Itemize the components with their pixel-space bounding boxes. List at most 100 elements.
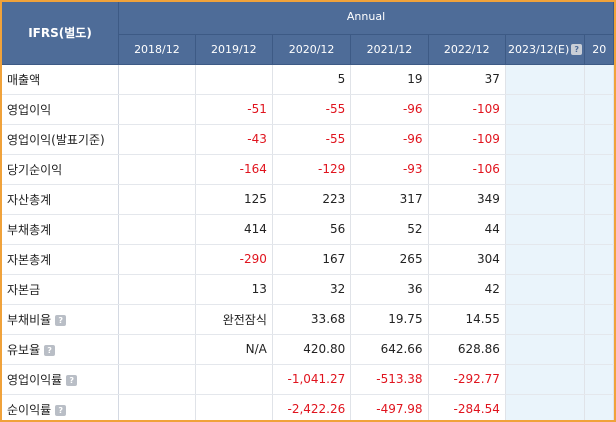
value-cell: 349 bbox=[428, 184, 506, 215]
row-label: 자산총계 bbox=[7, 192, 52, 207]
value-cell: 19 bbox=[350, 64, 429, 95]
value-cell bbox=[505, 64, 586, 95]
value-cell: 14.55 bbox=[428, 304, 506, 335]
value-cell: -284.54 bbox=[428, 394, 506, 420]
value-cell bbox=[118, 364, 196, 395]
year-label: 20 bbox=[592, 42, 607, 56]
help-icon[interactable]: ? bbox=[55, 314, 67, 326]
value-cell bbox=[118, 394, 196, 420]
value-cell: 37 bbox=[428, 64, 506, 95]
value-cell: -290 bbox=[195, 244, 273, 275]
table-row: 영업이익 -51 -55 -96 -109 bbox=[2, 94, 614, 125]
value-cell: -43 bbox=[195, 124, 273, 155]
row-label: 자본금 bbox=[7, 282, 41, 297]
value-cell bbox=[505, 274, 586, 305]
value-cell bbox=[584, 364, 614, 395]
table-row: 자산총계 125 223 317 349 bbox=[2, 184, 614, 215]
value-cell bbox=[584, 214, 614, 245]
help-icon[interactable]: ? bbox=[571, 44, 583, 55]
value-cell: -106 bbox=[428, 154, 506, 185]
table-row: 자본총계 -290 167 265 304 bbox=[2, 244, 614, 275]
row-label: 영업이익(발표기준) bbox=[7, 132, 105, 147]
value-cell bbox=[118, 304, 196, 335]
help-icon[interactable]: ? bbox=[44, 344, 56, 356]
value-cell: -1,041.27 bbox=[272, 364, 352, 395]
value-cell: -109 bbox=[428, 94, 506, 125]
value-cell bbox=[505, 124, 586, 155]
value-cell bbox=[118, 214, 196, 245]
year-header: 2018/12 bbox=[118, 34, 196, 65]
value-cell bbox=[505, 394, 586, 420]
row-label: 자본총계 bbox=[7, 252, 52, 267]
table-row: 유보율? N/A 420.80 642.66 628.86 bbox=[2, 334, 614, 365]
value-cell: 13 bbox=[195, 274, 273, 305]
value-cell: 304 bbox=[428, 244, 506, 275]
row-label-cell: 부채총계 bbox=[2, 214, 120, 245]
value-cell bbox=[584, 124, 614, 155]
year-label: 2020/12 bbox=[288, 42, 335, 56]
table-title: IFRS(별도) bbox=[2, 2, 120, 65]
row-label-cell: 영업이익(발표기준) bbox=[2, 124, 120, 155]
year-header: 2019/12 bbox=[195, 34, 273, 65]
value-cell bbox=[584, 64, 614, 95]
value-cell: -129 bbox=[272, 154, 352, 185]
year-label: 2022/12 bbox=[443, 42, 490, 56]
value-cell: 5 bbox=[272, 64, 352, 95]
table-row: 영업이익률? -1,041.27 -513.38 -292.77 bbox=[2, 364, 614, 395]
row-label-cell: 영업이익 bbox=[2, 94, 120, 125]
value-cell bbox=[505, 154, 586, 185]
value-cell bbox=[584, 304, 614, 335]
value-cell bbox=[195, 364, 273, 395]
row-label-cell: 순이익률? bbox=[2, 394, 120, 420]
value-cell bbox=[584, 274, 614, 305]
value-cell: -96 bbox=[350, 124, 429, 155]
year-label: 2021/12 bbox=[366, 42, 413, 56]
year-header: 2022/12 bbox=[428, 34, 506, 65]
year-label: 2018/12 bbox=[134, 42, 180, 56]
row-label: 영업이익률 bbox=[7, 372, 63, 387]
table-row: 영업이익(발표기준) -43 -55 -96 -109 bbox=[2, 124, 614, 155]
value-cell bbox=[505, 214, 586, 245]
value-cell bbox=[505, 94, 586, 125]
row-label-cell: 자본총계 bbox=[2, 244, 120, 275]
table-row: 순이익률? -2,422.26 -497.98 -284.54 bbox=[2, 394, 614, 420]
help-icon[interactable]: ? bbox=[66, 374, 78, 386]
value-cell: -55 bbox=[272, 124, 352, 155]
value-cell: 628.86 bbox=[428, 334, 506, 365]
value-cell: -96 bbox=[350, 94, 429, 125]
value-cell: 19.75 bbox=[350, 304, 429, 335]
row-label: 부채총계 bbox=[7, 222, 52, 237]
value-cell bbox=[505, 304, 586, 335]
row-label-cell: 유보율? bbox=[2, 334, 120, 365]
value-cell: 56 bbox=[272, 214, 352, 245]
value-cell bbox=[505, 364, 586, 395]
value-cell bbox=[584, 94, 614, 125]
value-cell: 420.80 bbox=[272, 334, 352, 365]
value-cell: 33.68 bbox=[272, 304, 352, 335]
value-cell bbox=[584, 394, 614, 420]
value-cell: 완전잠식 bbox=[195, 304, 273, 335]
value-cell: 42 bbox=[428, 274, 506, 305]
value-cell bbox=[584, 154, 614, 185]
value-cell bbox=[118, 124, 196, 155]
row-label: 영업이익 bbox=[7, 102, 52, 117]
row-label: 부채비율 bbox=[7, 312, 52, 327]
value-cell bbox=[118, 244, 196, 275]
value-cell: 642.66 bbox=[350, 334, 429, 365]
table-row: 당기순이익 -164 -129 -93 -106 bbox=[2, 154, 614, 185]
value-cell: -93 bbox=[350, 154, 429, 185]
value-cell: 265 bbox=[350, 244, 429, 275]
year-header: 2020/12 bbox=[272, 34, 352, 65]
value-cell: 36 bbox=[350, 274, 429, 305]
row-label-cell: 자본금 bbox=[2, 274, 120, 305]
value-cell: -497.98 bbox=[350, 394, 429, 420]
value-cell bbox=[118, 184, 196, 215]
year-label: 2019/12 bbox=[210, 42, 257, 56]
value-cell: 44 bbox=[428, 214, 506, 245]
value-cell bbox=[584, 184, 614, 215]
help-icon[interactable]: ? bbox=[55, 404, 67, 416]
value-cell: -51 bbox=[195, 94, 273, 125]
row-label: 당기순이익 bbox=[7, 162, 63, 177]
